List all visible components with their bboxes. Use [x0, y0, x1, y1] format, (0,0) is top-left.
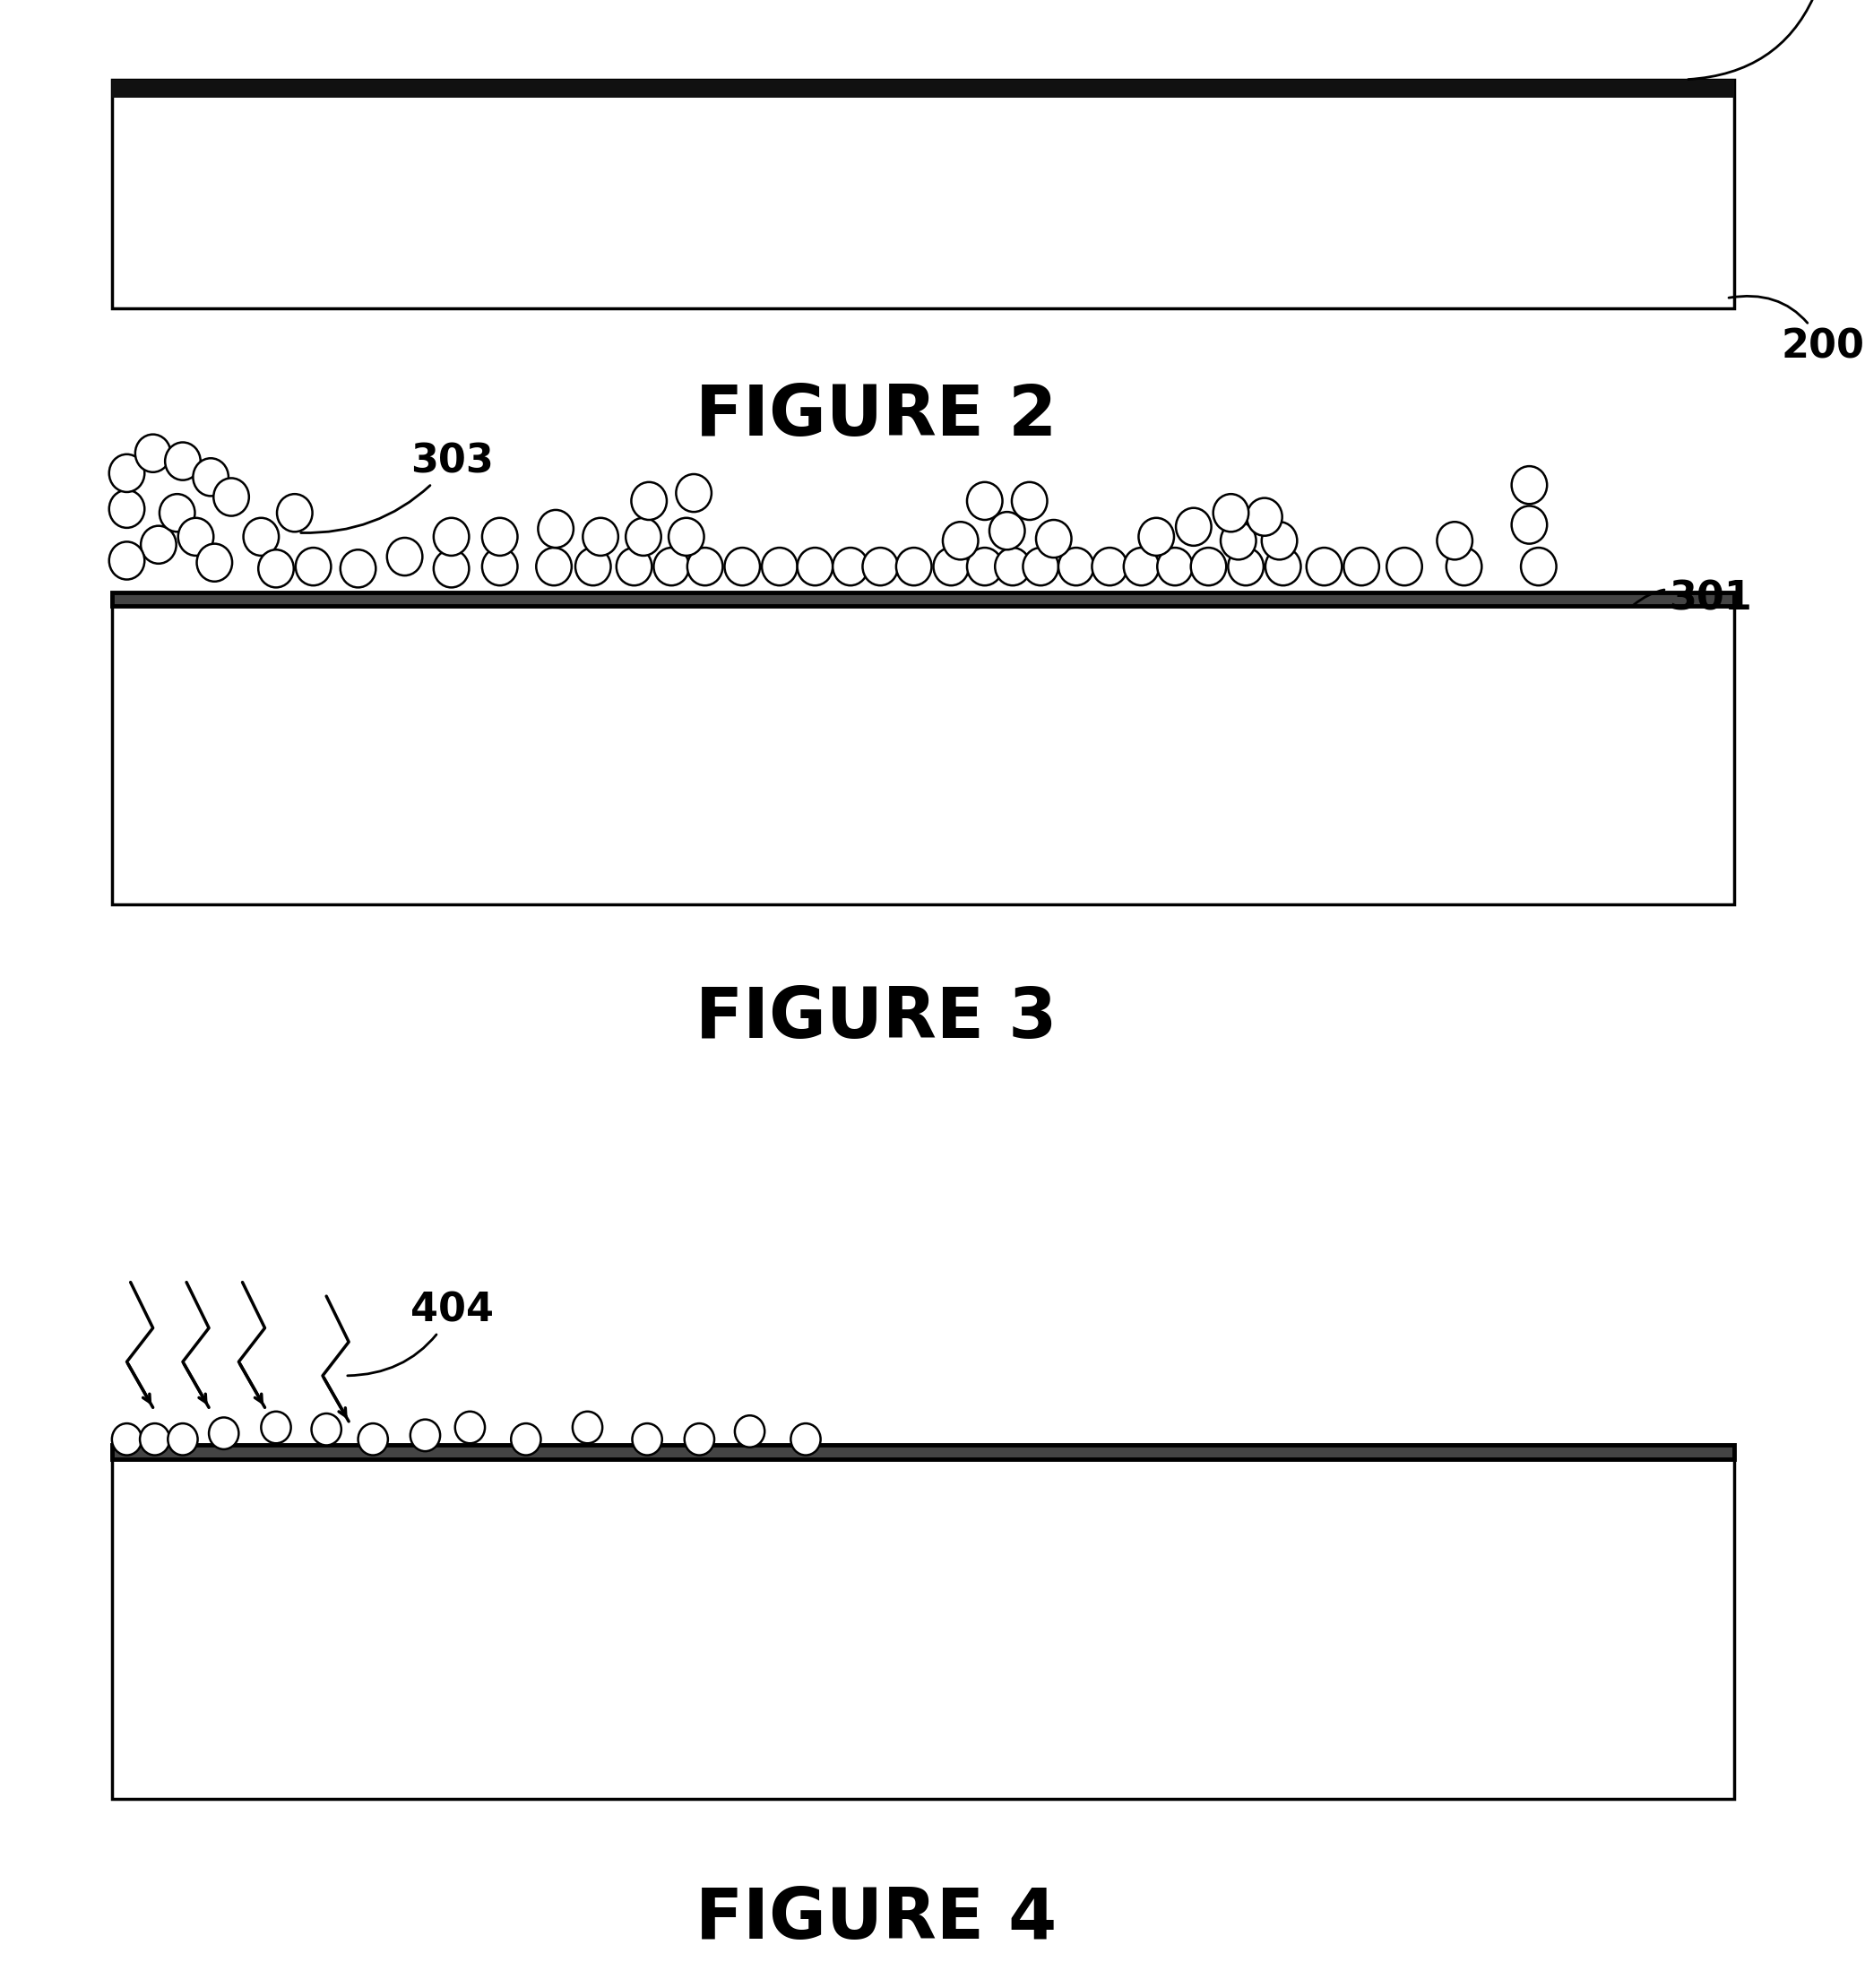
- Circle shape: [630, 483, 668, 519]
- Circle shape: [110, 543, 145, 580]
- Circle shape: [1123, 549, 1160, 586]
- Circle shape: [537, 549, 571, 586]
- Bar: [112, 596, 1734, 905]
- Circle shape: [537, 511, 574, 549]
- Circle shape: [735, 1415, 765, 1447]
- Circle shape: [433, 519, 470, 557]
- Circle shape: [261, 1411, 291, 1443]
- Circle shape: [862, 549, 899, 586]
- Circle shape: [142, 527, 177, 565]
- Circle shape: [1011, 483, 1048, 519]
- Circle shape: [511, 1423, 541, 1455]
- Circle shape: [573, 1411, 602, 1443]
- Circle shape: [966, 483, 1003, 519]
- Circle shape: [668, 519, 705, 557]
- Circle shape: [455, 1411, 485, 1443]
- Circle shape: [1138, 519, 1175, 557]
- Circle shape: [688, 549, 724, 586]
- Circle shape: [112, 1423, 142, 1455]
- Bar: [112, 1451, 1734, 1799]
- Text: 200: 200: [1729, 296, 1865, 366]
- Circle shape: [168, 1423, 198, 1455]
- Text: 404: 404: [347, 1292, 494, 1376]
- Circle shape: [617, 549, 653, 586]
- Circle shape: [1057, 549, 1093, 586]
- Circle shape: [410, 1419, 440, 1451]
- Circle shape: [433, 551, 470, 588]
- Text: FIGURE 3: FIGURE 3: [696, 984, 1057, 1052]
- Circle shape: [213, 479, 248, 515]
- Circle shape: [1190, 549, 1227, 586]
- Circle shape: [160, 495, 194, 531]
- Circle shape: [1156, 549, 1194, 586]
- Circle shape: [1305, 549, 1343, 586]
- Circle shape: [483, 549, 518, 586]
- Circle shape: [166, 443, 201, 481]
- Circle shape: [1022, 549, 1059, 586]
- Circle shape: [179, 519, 213, 557]
- Bar: [112, 80, 1734, 97]
- Circle shape: [834, 549, 869, 586]
- Circle shape: [110, 455, 145, 493]
- Circle shape: [244, 519, 280, 557]
- Circle shape: [140, 1423, 170, 1455]
- Circle shape: [209, 1417, 239, 1449]
- Circle shape: [278, 495, 313, 531]
- Circle shape: [798, 549, 834, 586]
- Circle shape: [1229, 549, 1264, 586]
- Circle shape: [341, 551, 377, 588]
- Text: FIGURE 4: FIGURE 4: [696, 1885, 1057, 1952]
- Circle shape: [1264, 549, 1302, 586]
- Circle shape: [988, 513, 1026, 551]
- Circle shape: [295, 549, 332, 586]
- Circle shape: [966, 549, 1003, 586]
- Circle shape: [582, 519, 619, 557]
- Circle shape: [194, 459, 229, 495]
- Circle shape: [1212, 495, 1250, 531]
- Circle shape: [1386, 549, 1423, 586]
- Circle shape: [483, 519, 518, 557]
- Text: FIGURE 2: FIGURE 2: [696, 382, 1057, 449]
- Circle shape: [632, 1423, 662, 1455]
- Circle shape: [1520, 549, 1555, 586]
- Circle shape: [1246, 499, 1283, 537]
- Circle shape: [625, 519, 660, 557]
- Circle shape: [1343, 549, 1380, 586]
- Circle shape: [895, 549, 932, 586]
- Circle shape: [388, 539, 421, 577]
- Circle shape: [1436, 523, 1473, 561]
- Circle shape: [932, 549, 970, 586]
- Circle shape: [576, 549, 612, 586]
- Circle shape: [996, 549, 1031, 586]
- Text: 301: 301: [1634, 580, 1753, 618]
- Circle shape: [136, 435, 172, 471]
- Circle shape: [257, 551, 295, 588]
- Text: 303: 303: [300, 443, 494, 533]
- Circle shape: [311, 1413, 341, 1445]
- Circle shape: [761, 549, 798, 586]
- Circle shape: [1511, 467, 1548, 503]
- Bar: [112, 1445, 1734, 1459]
- Circle shape: [684, 1423, 714, 1455]
- Text: 201: 201: [1688, 0, 1865, 80]
- Circle shape: [1220, 523, 1257, 561]
- Circle shape: [1261, 523, 1298, 561]
- Circle shape: [1445, 549, 1483, 586]
- Circle shape: [791, 1423, 821, 1455]
- Circle shape: [1175, 509, 1212, 545]
- Bar: [112, 592, 1734, 606]
- Circle shape: [1511, 507, 1548, 545]
- Circle shape: [942, 523, 979, 561]
- Circle shape: [653, 549, 690, 586]
- Circle shape: [110, 491, 145, 527]
- Circle shape: [1035, 519, 1071, 557]
- Circle shape: [675, 475, 712, 513]
- Bar: [112, 80, 1734, 308]
- Circle shape: [725, 549, 761, 586]
- Circle shape: [358, 1423, 388, 1455]
- Circle shape: [198, 543, 231, 580]
- Circle shape: [1091, 549, 1126, 586]
